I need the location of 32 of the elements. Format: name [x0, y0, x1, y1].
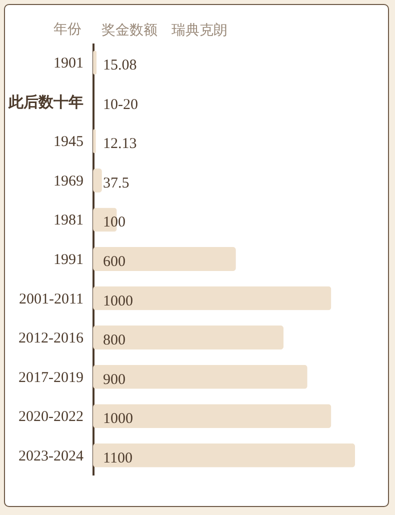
y-tick-label: 1969: [54, 173, 84, 190]
bar: [93, 404, 332, 428]
y-axis-title: 年份: [54, 22, 82, 38]
data-label: 37.5: [103, 175, 130, 192]
data-label: 800: [103, 332, 126, 349]
bar: [93, 286, 332, 310]
bar: [93, 50, 97, 75]
bar: [93, 443, 355, 468]
data-label: 600: [103, 254, 126, 270]
y-tick-label: 1981: [54, 212, 84, 229]
data-label: 15.08: [103, 58, 137, 74]
data-label: 100: [103, 214, 126, 231]
bar: [93, 168, 102, 192]
y-tick-label: 1901: [54, 56, 84, 72]
text: 10-20: [103, 96, 138, 113]
data-label: 1000: [103, 411, 133, 428]
data-label: 12.13: [103, 136, 137, 152]
y-tick-label: 此后数十年: [8, 94, 84, 111]
y-tick-label: 2023-2024: [18, 448, 84, 464]
y-tick-label: 2020-2022: [18, 409, 84, 426]
y-tick-label: 2001-2011: [19, 291, 84, 308]
data-label: 1000: [103, 293, 133, 310]
data-label: 900: [103, 372, 126, 388]
bar: [93, 247, 236, 271]
bar: [93, 364, 308, 389]
y-tick-label: 1991: [54, 252, 84, 268]
y-tick-label: 2017-2019: [18, 370, 84, 386]
x-axis-title: 奖金数额 瑞典克朗: [102, 22, 228, 38]
y-tick-label: 1945: [54, 134, 84, 150]
data-label: 1100: [103, 450, 132, 466]
y-tick-label: 2012-2016: [18, 330, 84, 347]
bar: [93, 326, 284, 350]
